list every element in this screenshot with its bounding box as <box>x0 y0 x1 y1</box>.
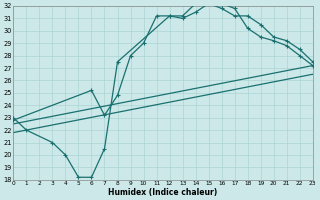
X-axis label: Humidex (Indice chaleur): Humidex (Indice chaleur) <box>108 188 218 197</box>
